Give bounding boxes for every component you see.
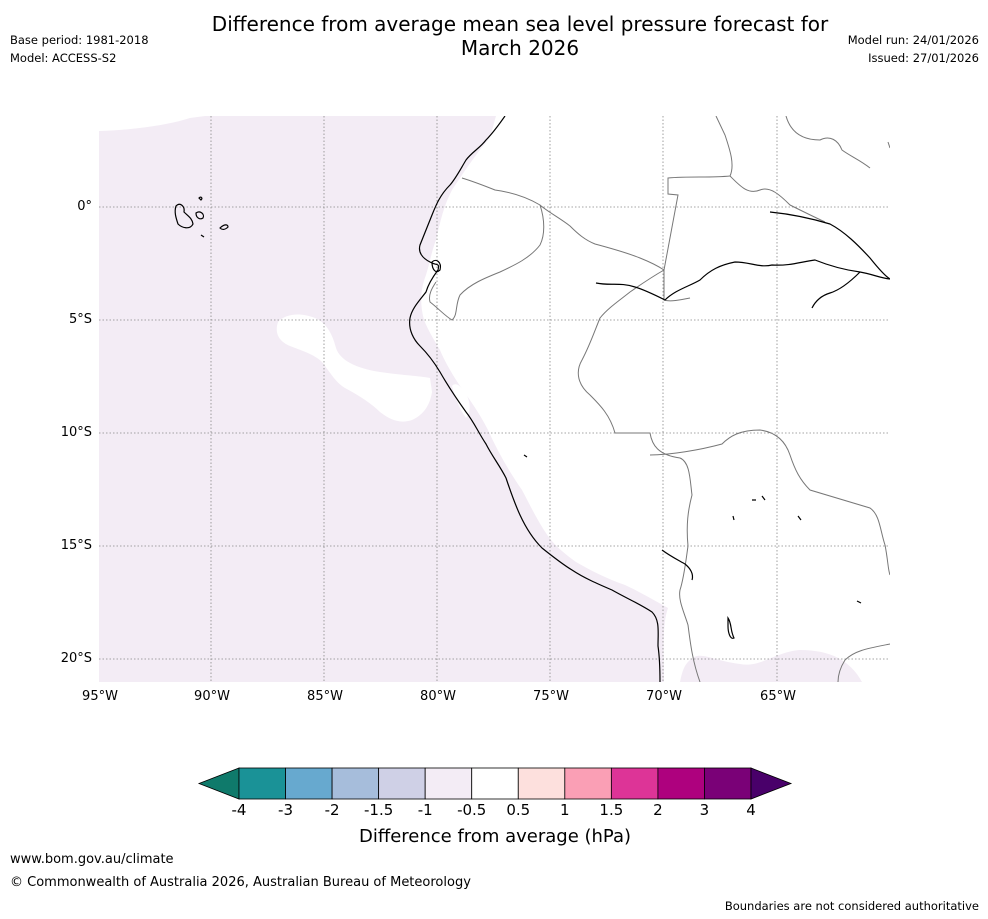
colorbar-tick-label: 2 [653,801,663,819]
meta-left: Base period: 1981-2018 Model: ACCESS-S2 [10,31,149,67]
base-period: Base period: 1981-2018 [10,33,149,47]
title-line-2: March 2026 [460,36,580,60]
colorbar-tick-label: -1.5 [363,801,394,819]
colorbar-tick-label: -1 [417,801,433,819]
colorbar-segment [610,767,659,800]
colorbar-tick-label: 1.5 [599,801,624,819]
meta-right: Model run: 24/01/2026 Issued: 27/01/2026 [848,31,979,67]
neutral-patch-north [99,116,205,131]
country-borders [429,116,890,682]
neutral-land-region [421,116,890,682]
footer-disclaimer: Boundaries are not considered authoritat… [724,899,979,913]
lat-label-5s: 5°S [68,312,92,327]
colorbar-segment [657,767,705,800]
neutral-coast-pocket [452,384,470,418]
lat-label-10s: 10°S [60,425,92,440]
footer-url: www.bom.gov.au/climate [10,852,174,867]
lat-label-15s: 15°S [60,538,92,553]
lon-label-85w: 85°W [307,689,343,704]
lat-label-20s: 20°S [60,651,92,666]
colorbar-tick-label: -2 [324,801,340,819]
lon-label-75w: 75°W [533,689,569,704]
issued-date: Issued: 27/01/2026 [868,51,979,65]
lat-label-0: 0° [77,199,92,214]
colorbar-segment [285,767,333,800]
colorbar-tick-label: 0.5 [506,801,531,819]
colorbar-segment [378,767,426,800]
lon-label-80w: 80°W [420,689,456,704]
colorbar-segment [331,767,380,800]
colorbar-tick-label: -4 [231,801,247,819]
colorbar-segment [704,767,752,800]
model-run: Model run: 24/01/2026 [847,33,979,47]
colorbar-segment [238,767,286,800]
model-name: Model: ACCESS-S2 [10,51,117,65]
colorbar-extend-low [197,767,240,800]
colorbar-tick-label: -0.5 [457,801,487,819]
coastlines [174,116,890,682]
colorbar-tick-label: 1 [560,801,570,819]
colorbar-tick-label: -3 [278,801,294,819]
colorbar [197,767,793,800]
colorbar-segment [517,767,566,800]
graticule [99,116,890,682]
lon-label-65w: 65°W [760,689,796,704]
lon-label-95w: 95°W [82,689,118,704]
colorbar-tick-label: 3 [699,801,710,819]
colorbar-extend-high [750,767,793,800]
colorbar-segment [424,767,473,800]
map-title: Difference from average mean sea level p… [180,12,860,60]
colorbar-segment [564,767,612,800]
lon-label-70w: 70°W [646,689,682,704]
neutral-offshore-tongue [276,314,432,422]
colorbar-tick-label: 4 [746,801,756,819]
title-line-1: Difference from average mean sea level p… [211,12,829,36]
lon-label-90w: 90°W [194,689,230,704]
colorbar-title: Difference from average (hPa) [358,826,632,847]
colorbar-segment [471,767,519,800]
footer-copyright: © Commonwealth of Australia 2026, Austra… [10,875,471,890]
